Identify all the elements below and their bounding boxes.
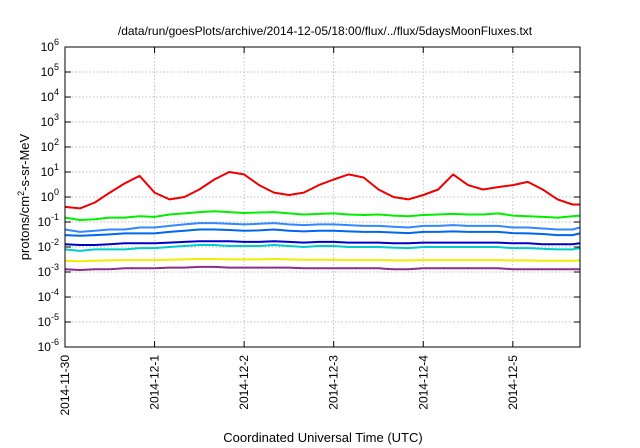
series-group xyxy=(64,171,581,271)
series-line-2 xyxy=(64,210,581,221)
x-tick-label: 2014-11-30 xyxy=(58,355,72,416)
y-tick-label: 102 xyxy=(41,137,59,154)
grid-lines xyxy=(65,47,580,347)
y-tick-label: 103 xyxy=(41,112,59,129)
x-axis-label: Coordinated Universal Time (UTC) xyxy=(223,430,422,445)
x-tick-label: 2014-12-4 xyxy=(416,355,430,410)
plot-frame xyxy=(64,46,581,348)
y-tick-label: 100 xyxy=(41,187,59,204)
y-tick-label: 10-1 xyxy=(38,212,59,229)
y-tick-label: 105 xyxy=(41,62,59,79)
axis-ticks: 106 105 104 103 102 101 100 10-1 10-2 10-3 10-4 10-… xyxy=(38,37,580,416)
y-tick-label: 10-4 xyxy=(38,287,59,304)
series-line-3 xyxy=(64,222,581,233)
y-tick-label: 10-5 xyxy=(38,312,59,329)
series-line-1 xyxy=(64,171,580,210)
series-line-6 xyxy=(64,240,581,246)
y-tick-label: 101 xyxy=(41,162,59,179)
x-tick-label: 2014-12-5 xyxy=(506,355,520,410)
x-tick-label: 2014-12-1 xyxy=(148,355,162,410)
series-line-5 xyxy=(64,244,581,252)
chart-title: /data/run/goesPlots/archive/2014-12-05/1… xyxy=(118,24,533,38)
series-line-7 xyxy=(64,258,581,263)
y-tick-label: 10-6 xyxy=(38,337,59,354)
series-line-4 xyxy=(64,228,581,237)
x-tick-label: 2014-12-2 xyxy=(237,355,251,410)
x-tick-label: 2014-12-3 xyxy=(327,355,341,410)
y-tick-label: 104 xyxy=(41,87,59,104)
y-tick-label: 10-3 xyxy=(38,262,59,279)
y-tick-label: 106 xyxy=(41,37,59,54)
y-axis-label: protons/cm2-s-sr-MeV xyxy=(16,133,32,260)
series-line-8 xyxy=(64,265,580,271)
y-tick-label: 10-2 xyxy=(38,237,59,254)
